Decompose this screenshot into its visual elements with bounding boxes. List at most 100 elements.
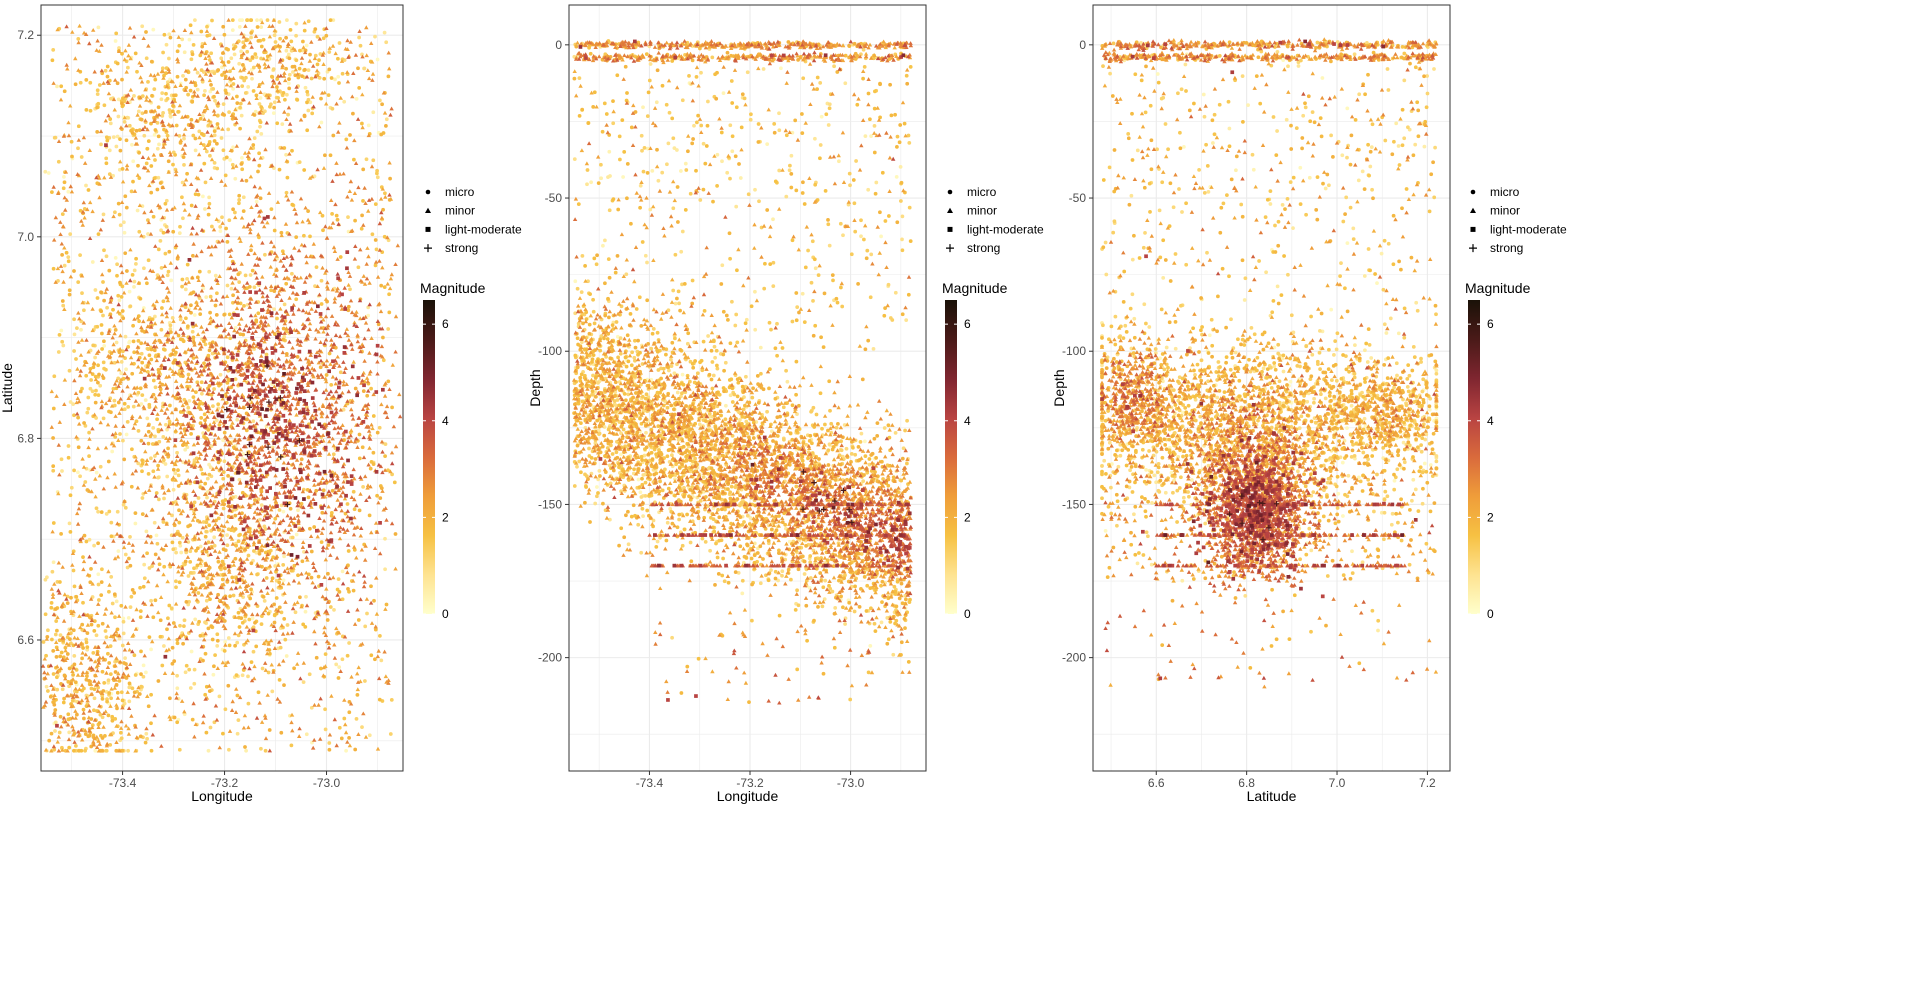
micro-point xyxy=(72,317,76,321)
micro-point xyxy=(294,34,298,38)
micro-point xyxy=(169,324,173,328)
micro-point xyxy=(220,136,224,140)
micro-point xyxy=(174,471,178,475)
micro-point xyxy=(223,431,227,435)
micro-point xyxy=(235,673,239,677)
micro-point xyxy=(184,78,188,82)
micro-point xyxy=(55,85,59,89)
micro-point xyxy=(209,295,213,299)
micro-point xyxy=(316,35,320,39)
micro-point xyxy=(139,615,143,619)
micro-point xyxy=(46,689,50,693)
micro-point xyxy=(139,609,143,613)
micro-point xyxy=(193,618,197,622)
micro-point xyxy=(104,368,108,372)
micro-point xyxy=(237,611,241,615)
micro-point xyxy=(150,94,154,98)
micro-point xyxy=(384,442,388,446)
micro-point xyxy=(136,164,140,168)
micro-point xyxy=(327,68,331,72)
micro-point xyxy=(247,702,251,706)
micro-point xyxy=(123,231,127,235)
micro-point xyxy=(257,151,261,155)
micro-point xyxy=(270,690,274,694)
micro-point xyxy=(302,234,306,238)
micro-point xyxy=(207,123,211,127)
micro-point xyxy=(107,661,111,665)
micro-point xyxy=(116,81,120,85)
micro-point xyxy=(208,202,212,206)
micro-point xyxy=(76,416,80,420)
micro-point xyxy=(352,158,356,162)
micro-point xyxy=(231,145,235,149)
micro-point xyxy=(298,67,302,71)
micro-point xyxy=(165,627,169,631)
micro-point xyxy=(287,77,291,81)
micro-point xyxy=(244,274,248,278)
micro-point xyxy=(102,361,106,365)
micro-point xyxy=(230,576,234,580)
micro-point xyxy=(140,118,144,122)
micro-point xyxy=(123,194,127,198)
micro-point xyxy=(85,411,89,415)
micro-point xyxy=(59,532,63,536)
micro-point xyxy=(60,469,64,473)
micro-point xyxy=(182,137,186,141)
micro-point xyxy=(367,124,371,128)
micro-point xyxy=(145,162,149,166)
micro-point xyxy=(140,329,144,333)
micro-point xyxy=(142,585,146,589)
micro-point xyxy=(54,721,58,725)
micro-point xyxy=(148,353,152,357)
micro-point xyxy=(209,624,213,628)
micro-point xyxy=(112,135,116,139)
micro-point xyxy=(124,335,128,339)
micro-point xyxy=(96,572,100,576)
micro-point xyxy=(154,385,158,389)
micro-point xyxy=(73,585,77,589)
micro-point xyxy=(198,312,202,316)
micro-point xyxy=(82,708,86,712)
micro-point xyxy=(95,325,99,329)
micro-point xyxy=(215,291,219,295)
micro-point xyxy=(68,288,72,292)
micro-point xyxy=(289,507,293,511)
micro-point xyxy=(254,318,258,322)
micro-point xyxy=(134,673,138,677)
micro-point xyxy=(286,623,290,627)
micro-point xyxy=(257,690,261,694)
micro-point xyxy=(108,149,112,153)
micro-point xyxy=(272,111,276,115)
micro-point xyxy=(96,363,100,367)
micro-point xyxy=(255,130,259,134)
micro-point xyxy=(175,720,179,724)
micro-point xyxy=(67,731,71,735)
micro-point xyxy=(109,521,113,525)
micro-point xyxy=(247,618,251,622)
micro-point xyxy=(137,319,141,323)
micro-point xyxy=(206,477,210,481)
micro-point xyxy=(86,396,90,400)
micro-point xyxy=(157,430,161,434)
micro-point xyxy=(139,650,143,654)
micro-point xyxy=(251,419,255,423)
micro-point xyxy=(227,636,231,640)
micro-point xyxy=(192,395,196,399)
micro-point xyxy=(366,314,370,318)
micro-point xyxy=(89,567,93,571)
micro-point xyxy=(142,563,146,567)
micro-point xyxy=(175,451,179,455)
micro-point xyxy=(365,157,369,161)
micro-point xyxy=(280,122,284,126)
micro-point xyxy=(272,67,276,71)
micro-point xyxy=(68,637,72,641)
micro-point xyxy=(394,532,398,536)
micro-point xyxy=(147,258,151,262)
micro-point xyxy=(47,739,51,743)
micro-point xyxy=(176,641,180,645)
micro-point xyxy=(59,329,63,333)
micro-point xyxy=(146,147,150,151)
micro-point xyxy=(74,680,78,684)
micro-point xyxy=(151,28,155,32)
micro-point xyxy=(327,741,331,745)
